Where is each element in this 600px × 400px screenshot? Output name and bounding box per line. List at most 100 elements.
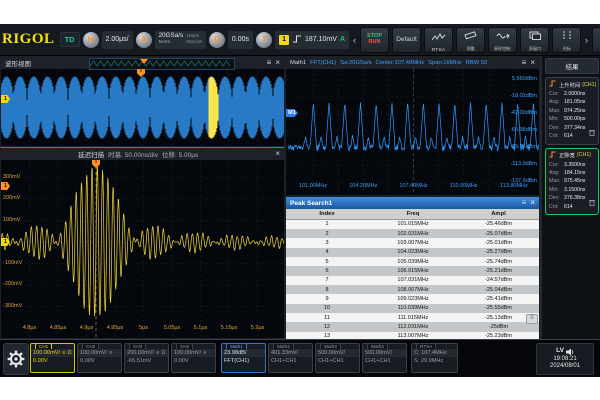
peak-table-row[interactable]: 6106.015MHz-25.21dBm — [286, 266, 539, 275]
zoom-x-label: 4.8μs — [16, 326, 44, 332]
horizontal-knob[interactable]: H — [83, 32, 99, 48]
menu-icon[interactable]: ≡ — [267, 59, 272, 67]
channel-offset-value: CH1+CH1 — [269, 357, 312, 365]
peak-table-cell: -25dBm — [458, 324, 539, 330]
channel-box-math2[interactable]: Math2401.33mV/CH1+CH1 — [268, 343, 313, 373]
channel-scale-value: C: 107.4MHz — [412, 349, 457, 357]
close-icon[interactable]: × — [530, 199, 535, 207]
impedance-icon: Ω — [67, 350, 71, 356]
waveform-view-header: 波形视图 ≡ × — [1, 57, 284, 69]
zoom-x-label: 5.2μs — [244, 326, 272, 332]
channel-scale-value: 100.00mV/≡Ω — [31, 349, 74, 357]
channel-box-ch1[interactable]: CH1100.00mV/≡Ω0.00V — [30, 343, 75, 373]
trigger-knob[interactable]: T — [256, 32, 272, 48]
refresh-button[interactable]: ↻ — [592, 27, 600, 53]
fft-y-label: -18.02dBm — [510, 94, 537, 100]
mode-badge[interactable]: TD — [60, 32, 80, 47]
peak-table-row[interactable]: 3103.007MHz-25.01dBm — [286, 238, 539, 247]
trigger-settings[interactable]: 1 187.10mV A — [275, 31, 349, 49]
chevron-left-icon[interactable]: ‹ — [352, 35, 357, 45]
peak-table-row[interactable]: 7107.031MHz-24.57dBm — [286, 276, 539, 285]
fft-sample-rate: Sa:20GSa/s — [340, 60, 371, 66]
cursor-button[interactable]: 光标 — [552, 27, 581, 53]
peak-table-row[interactable]: 8108.007MHz-25.04dBm — [286, 285, 539, 294]
default-button[interactable]: Default — [392, 27, 421, 53]
measurement-stat-value: 377.34ns — [564, 124, 585, 132]
close-icon[interactable]: × — [275, 59, 280, 67]
peak-table-row[interactable]: 5105.039MHz-25.74dBm — [286, 257, 539, 266]
table-scroll-indicator[interactable]: ≡ — [526, 314, 538, 324]
channel-box-ch3[interactable]: CH3200.00mV/≡Ω-65.51mV — [124, 343, 169, 373]
clock-box[interactable]: LV 19:08:21 2024/08/01 — [536, 343, 594, 375]
peak-table-cell: -25.21dBm — [458, 268, 539, 274]
channel-box-ch4[interactable]: CH4100.00mV/≡0.00V — [171, 343, 216, 373]
peak-table-cell: -25.74dBm — [458, 259, 539, 265]
menu-icon[interactable]: ≡ — [522, 199, 527, 207]
measurement-card[interactable]: 正脉宽(CH1)Cur:3.3500nsAvg:184.15nsMax:975.… — [545, 148, 599, 216]
peak-table-row[interactable]: 4104.023MHz-25.27dBm — [286, 248, 539, 257]
trigger-slope-icon — [292, 34, 302, 46]
channel-box-rtsa[interactable]: RTSAC: 107.4MHzS: 29.9MHz — [411, 343, 458, 373]
measurement-stat-label: Max: — [549, 177, 564, 185]
channel-box-ch2[interactable]: CH2100.00mV/≡0.00V — [77, 343, 122, 373]
peak-table-header-row: IndexFreqAmpl — [286, 209, 539, 220]
bw-limit-icon: ≡ — [156, 350, 159, 356]
zoom-x-label: 4.85μs — [44, 326, 72, 332]
close-icon[interactable]: × — [275, 150, 280, 158]
measurement-stat-label: Cnt: — [549, 132, 564, 140]
measurement-stat-label: Cur: — [549, 161, 564, 169]
run-stop-button[interactable]: STOPRUN — [360, 27, 389, 53]
peak-table-cell: 101.015MHz — [368, 221, 458, 227]
rtsa-icon — [432, 28, 446, 46]
peak-table-cell: 102.031MHz — [368, 231, 458, 237]
measurement-card[interactable]: 上升时间(CH1)Cur:2.0000nsAvg:181.05nsMax:974… — [545, 77, 599, 145]
timebase-value[interactable]: 2.00μs/ — [102, 31, 133, 49]
peak-table-row[interactable]: 12112.031MHz-25dBm — [286, 322, 539, 331]
lv-label: LV — [556, 347, 564, 355]
peak-table-row[interactable]: 11111.015MHz-25.13dBm — [286, 313, 539, 322]
peak-table-row[interactable]: 2102.031MHz-25.07dBm — [286, 229, 539, 238]
peak-table-cell: -25.07dBm — [458, 231, 539, 237]
measure-waveform-icon — [549, 80, 557, 89]
acquire-knob[interactable]: A — [136, 32, 152, 48]
fft-rbw: RBW 50 — [466, 60, 488, 66]
channel-tab-label: Math1 — [226, 343, 247, 349]
channel-box-math1[interactable]: Math123.98dB/FFT(CH1) — [221, 343, 266, 373]
trash-icon[interactable] — [589, 123, 595, 141]
fft-y-label: 5.960dBm — [512, 77, 537, 83]
measure-button[interactable]: 测量 — [456, 27, 485, 53]
measurement-stat-value: 184.15ns — [564, 169, 585, 177]
sample-control-button[interactable]: 采样控制 — [488, 27, 517, 53]
measurement-cards: 上升时间(CH1)Cur:2.0000nsAvg:181.05nsMax:974… — [545, 77, 599, 215]
peak-search-panel: Peak Search1 ≡ × IndexFreqAmpl1101.015MH… — [285, 196, 540, 339]
nav-position-marker[interactable] — [140, 59, 148, 64]
channel-box-math3[interactable]: Math3500.00mV/CH1+CH1 — [315, 343, 360, 373]
channel-scale-value: 100.00mV/≡ — [172, 349, 215, 357]
channel-tab-label: Math2 — [273, 343, 294, 349]
measurement-stat-value: 3.3500ns — [564, 161, 585, 169]
peak-table-row[interactable]: 9109.023MHz-25.41dBm — [286, 294, 539, 303]
menu-icon[interactable]: ≡ — [522, 59, 527, 67]
fft-plot: M1 5.960dBm-18.02dBm-42.00dBm-65.98dBm-8… — [286, 69, 539, 195]
results-header[interactable]: 结果 — [545, 58, 599, 74]
delay-value[interactable]: 0.00s — [228, 31, 253, 49]
chevron-right-icon[interactable]: › — [584, 35, 589, 45]
channel-offset-value: CH1+CH1 — [363, 357, 406, 365]
results-sidebar: 结果 上升时间(CH1)Cur:2.0000nsAvg:181.05nsMax:… — [540, 56, 600, 339]
acquire-value[interactable]: 20GSa/sNorm 1Mpts50ps/pt — [155, 31, 206, 49]
channel-box-math4[interactable]: Math4500.00mV/CH1+CH1 — [362, 343, 407, 373]
peak-table-row[interactable]: 1101.015MHz-25.46dBm — [286, 220, 539, 229]
multi-window-button[interactable]: 多窗口 — [520, 27, 549, 53]
close-icon[interactable]: × — [530, 59, 535, 67]
fft-x-label: 113.80MHz — [496, 184, 532, 190]
channel-tab-label: CH2 — [82, 343, 99, 349]
peak-table-cell: 7 — [286, 277, 368, 283]
settings-gear-button[interactable] — [3, 343, 29, 375]
measurement-row: Max:975.45ns — [549, 177, 596, 185]
trash-icon[interactable] — [589, 193, 595, 211]
clock-date: 2024/08/01 — [550, 363, 580, 371]
rtsa-button[interactable]: RTSA — [424, 27, 453, 53]
fft-source: Math1 — [290, 60, 306, 66]
peak-table-row[interactable]: 10110.039MHz-25.55dBm — [286, 304, 539, 313]
delay-knob[interactable]: D — [209, 32, 225, 48]
